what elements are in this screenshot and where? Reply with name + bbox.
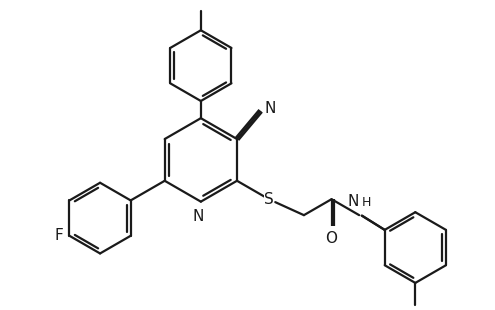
Text: O: O bbox=[326, 231, 338, 246]
Text: S: S bbox=[264, 192, 274, 207]
Text: N: N bbox=[264, 101, 276, 116]
Text: F: F bbox=[55, 228, 63, 243]
Text: H: H bbox=[362, 196, 371, 209]
Text: N: N bbox=[193, 209, 204, 224]
Text: N: N bbox=[348, 194, 359, 209]
